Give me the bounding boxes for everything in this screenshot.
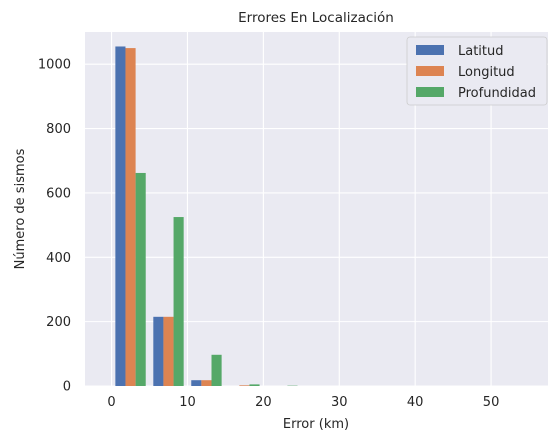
bar-longitud-bin-0 <box>125 48 136 386</box>
bar-longitud-bin-2 <box>201 380 212 386</box>
x-tick-label: 20 <box>255 395 272 410</box>
y-tick-label: 200 <box>46 315 71 330</box>
x-tick-label: 0 <box>107 395 115 410</box>
bar-latitud-bin-2 <box>191 380 202 386</box>
bar-latitud-bin-0 <box>115 46 126 387</box>
legend: Latitud Longitud Profundidad <box>406 36 548 106</box>
x-axis-label: Error (km) <box>283 417 349 432</box>
bar-longitud-bin-3 <box>239 385 250 386</box>
chart-title: Errores En Localización <box>238 10 394 26</box>
y-tick-label: 0 <box>63 380 71 395</box>
legend-swatch-profundidad <box>416 87 444 97</box>
bar-profundidad-bin-3 <box>249 384 260 386</box>
bars <box>115 46 298 387</box>
legend-swatch-latitud <box>416 45 444 55</box>
y-tick-label: 1000 <box>38 58 71 73</box>
y-tick-labels: 0 200 400 600 800 1000 <box>38 58 71 395</box>
x-tick-label: 10 <box>179 395 196 410</box>
bar-latitud-bin-1 <box>153 316 164 386</box>
x-tick-label: 50 <box>483 395 500 410</box>
legend-label-latitud: Latitud <box>458 44 504 59</box>
x-tick-label: 30 <box>331 395 348 410</box>
bar-profundidad-bin-2 <box>211 354 222 386</box>
bar-longitud-bin-1 <box>163 316 174 386</box>
x-tick-label: 40 <box>407 395 424 410</box>
bar-profundidad-bin-1 <box>173 217 184 386</box>
bar-profundidad-bin-0 <box>135 172 146 386</box>
legend-label-longitud: Longitud <box>458 65 515 80</box>
y-axis-label: Número de sismos <box>13 148 28 269</box>
x-tick-labels: 0 10 20 30 40 50 <box>107 395 499 410</box>
y-tick-label: 400 <box>46 251 71 266</box>
legend-label-profundidad: Profundidad <box>458 86 536 101</box>
legend-swatch-longitud <box>416 66 444 76</box>
y-tick-label: 800 <box>46 122 71 137</box>
y-tick-label: 600 <box>46 186 71 201</box>
